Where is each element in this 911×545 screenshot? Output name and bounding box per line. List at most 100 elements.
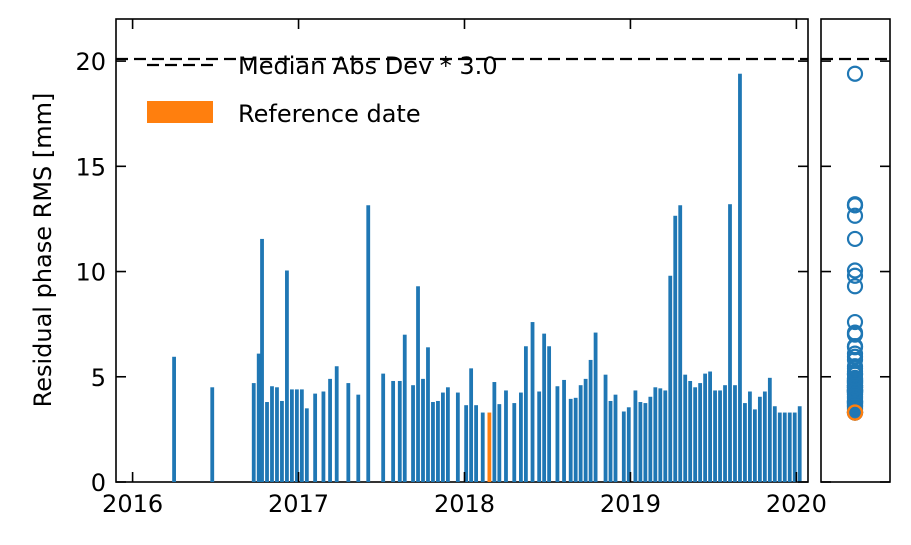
bar xyxy=(663,390,668,482)
reference-bar xyxy=(487,412,492,482)
bar xyxy=(504,390,508,482)
bar xyxy=(658,388,663,482)
y-tick-label: 5 xyxy=(91,364,106,392)
bar xyxy=(542,333,547,482)
bar xyxy=(573,397,578,482)
bar xyxy=(683,374,688,482)
scatter-point xyxy=(846,207,864,224)
scatter-point xyxy=(846,196,864,213)
scatter-point xyxy=(846,65,864,82)
bar xyxy=(256,353,261,482)
bar xyxy=(421,378,425,482)
bar xyxy=(713,390,717,482)
bar xyxy=(299,389,304,482)
scatter-point xyxy=(846,267,864,284)
bar xyxy=(723,385,727,482)
bar xyxy=(436,400,440,482)
bar xyxy=(588,359,593,482)
bar xyxy=(445,387,450,482)
bar xyxy=(328,378,332,482)
bar xyxy=(583,378,588,482)
bar xyxy=(391,380,396,482)
scatter-point xyxy=(846,388,864,405)
bar xyxy=(411,385,415,482)
scatter-point xyxy=(846,278,864,295)
bar xyxy=(265,402,269,482)
x-tick-label: 2020 xyxy=(766,490,827,518)
bar xyxy=(593,332,598,482)
bar xyxy=(497,404,502,482)
bar xyxy=(693,387,698,482)
bar xyxy=(537,391,542,482)
bar xyxy=(668,275,673,482)
bar xyxy=(603,374,608,482)
legend-reference-label: Reference date xyxy=(238,100,421,128)
scatter-point xyxy=(846,313,864,331)
bar xyxy=(210,387,215,482)
bar xyxy=(787,412,792,482)
bar xyxy=(648,396,653,482)
bar xyxy=(797,406,802,482)
bar xyxy=(547,346,552,482)
x-axis-ticks: 2016 2017 2018 2019 2020 xyxy=(102,19,827,518)
side-plot-frame xyxy=(820,18,891,483)
x-tick-label: 2019 xyxy=(600,490,661,518)
bar xyxy=(777,412,782,482)
scatter-point xyxy=(846,377,864,394)
bar xyxy=(455,392,460,482)
bar xyxy=(294,389,299,482)
scatter-point xyxy=(846,230,864,248)
bar xyxy=(626,407,631,482)
bar xyxy=(492,382,497,482)
bar xyxy=(251,383,256,482)
bar xyxy=(366,205,371,483)
bar xyxy=(792,412,797,482)
bar xyxy=(762,391,767,482)
bar xyxy=(426,347,430,482)
bar xyxy=(678,205,683,483)
legend: Median Abs Dev * 3.0 Reference date xyxy=(147,52,498,128)
bar xyxy=(782,412,787,482)
bar xyxy=(519,392,523,482)
bar xyxy=(748,391,752,482)
y-axis-ticks: 0 5 10 15 20 xyxy=(75,48,890,497)
bar xyxy=(608,400,613,482)
bar-series xyxy=(172,73,802,483)
bar xyxy=(397,380,402,482)
y-tick-label: 15 xyxy=(75,153,106,181)
bar xyxy=(738,73,742,482)
bar xyxy=(285,270,289,482)
bar xyxy=(290,389,294,482)
scatter-point xyxy=(846,369,864,386)
bar xyxy=(772,406,777,482)
scatter-point xyxy=(846,398,864,415)
legend-threshold-label: Median Abs Dev * 3.0 xyxy=(238,52,498,80)
bar xyxy=(402,334,407,482)
bar xyxy=(568,398,573,482)
bar xyxy=(270,386,274,482)
bar xyxy=(688,380,693,482)
bar xyxy=(708,371,712,482)
bar xyxy=(555,386,560,482)
bar xyxy=(653,387,658,482)
y-tick-label: 10 xyxy=(75,259,106,287)
bar xyxy=(743,403,747,482)
reference-scatter-point xyxy=(846,404,864,421)
bar xyxy=(638,402,643,482)
scatter-point xyxy=(846,324,864,341)
bar xyxy=(172,356,176,482)
bar xyxy=(698,383,703,482)
bar xyxy=(275,387,279,482)
bar xyxy=(381,373,386,482)
bar xyxy=(621,411,626,482)
bar xyxy=(718,390,722,482)
y-tick-label: 0 xyxy=(91,469,106,497)
bar xyxy=(416,286,420,482)
main-plot-frame xyxy=(115,18,809,483)
bar xyxy=(512,403,517,482)
x-tick-label: 2018 xyxy=(434,490,495,518)
bar xyxy=(334,366,339,482)
bar xyxy=(728,204,732,482)
bar xyxy=(313,393,318,482)
